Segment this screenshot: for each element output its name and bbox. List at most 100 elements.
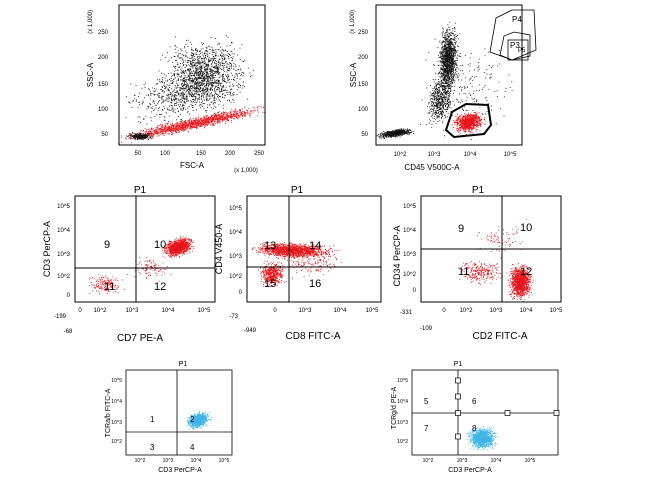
event-dot [206,122,208,123]
event-dot [200,117,202,119]
event-dot [196,125,198,127]
event-dot [214,73,216,74]
event-dot [205,77,207,79]
event-dot [211,77,213,79]
event-dot [449,57,450,59]
event-dot [160,128,162,130]
event-dot [441,104,443,106]
event-dot [199,73,201,74]
event-dot [180,98,182,100]
event-dot [207,123,208,125]
event-dot [217,87,219,88]
event-dot [161,127,163,128]
event-dot [153,133,155,135]
event-dot [213,124,215,126]
event-dot [212,89,213,91]
event-dot [174,74,175,76]
event-dot [191,49,193,51]
event-dot [197,63,199,65]
event-dot [446,75,448,77]
event-dot [239,86,241,88]
event-dot [202,100,203,102]
event-dot [218,99,220,100]
event-dot [455,52,456,54]
event-dot [225,112,227,114]
event-dot [223,116,225,118]
event-dot [163,132,165,134]
event-dot [158,97,160,98]
event-dot [451,43,453,45]
event-dot [223,79,225,81]
event-dot [230,57,232,58]
event-dot [179,106,180,108]
event-dot [155,88,157,90]
event-dot [449,85,451,87]
event-dot [181,122,183,124]
event-dot [206,94,208,96]
event-dot [169,122,171,124]
event-dot [451,31,452,33]
event-dot [195,63,197,65]
event-dot [444,47,446,49]
event-dot [169,130,171,132]
event-dot [208,59,210,61]
event-dot [189,73,191,74]
event-dot [151,108,153,109]
event-dot [182,96,184,98]
event-dot [221,69,223,70]
event-dot [204,120,206,122]
event-dot [449,75,451,77]
event-dot [217,120,219,122]
event-dot [454,40,456,41]
event-dot [166,123,168,125]
event-dot [446,49,448,51]
event-dot [192,80,194,82]
event-dot [191,86,193,87]
event-dot [195,96,196,98]
event-dot [444,70,446,72]
event-dot [195,123,197,125]
event-dot [140,122,142,124]
event-dot [214,112,215,114]
event-dot [185,91,187,93]
event-dot [247,67,249,69]
event-dot [184,126,186,127]
event-dot [222,59,224,61]
event-dot [184,98,185,100]
event-dot [180,129,182,130]
event-dot [170,92,172,93]
event-dot [166,89,168,91]
event-dot [198,118,200,120]
event-dot [202,89,203,91]
event-dot [222,117,224,119]
event-dot [221,61,223,63]
event-dot [132,136,134,137]
event-dot [444,43,446,45]
event-dot [215,49,217,50]
event-dot [442,86,443,88]
event-dot [186,86,188,87]
event-dot [169,93,171,95]
event-dot [153,91,155,93]
event-dot [170,78,172,80]
event-dot [231,74,233,76]
event-dot [195,118,197,120]
event-dot [450,59,451,61]
event-dot [213,124,215,126]
event-dot [198,95,200,96]
event-dot [442,86,444,88]
event-dot [210,81,212,83]
event-dot [177,85,179,87]
event-dot [448,105,450,107]
event-dot [445,61,447,63]
event-dot [183,125,185,127]
event-dot [192,55,193,57]
event-dot [441,117,443,119]
event-dot [445,71,447,73]
event-dot [168,105,170,107]
event-dot [227,116,229,118]
event-dot [171,97,173,99]
event-dot [217,118,218,120]
event-dot [452,49,454,51]
event-dot [172,95,174,97]
